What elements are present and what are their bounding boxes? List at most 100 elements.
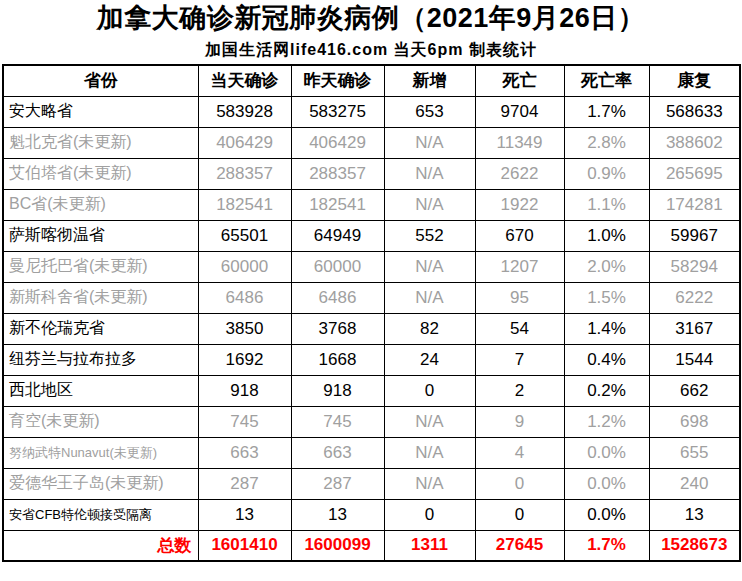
header-cell-1: 当天确诊 — [198, 65, 291, 96]
value-cell: N/A — [384, 282, 475, 313]
value-cell: 240 — [649, 468, 740, 499]
table-row: 安省CFB特伦顿接受隔离1313000.0%13 — [3, 499, 740, 530]
value-cell: 0.0% — [564, 468, 649, 499]
value-cell: 0 — [475, 499, 564, 530]
value-cell: 0.0% — [564, 437, 649, 468]
value-cell: 6486 — [198, 282, 291, 313]
table-row: 育空(未更新)745745N/A91.2%698 — [3, 406, 740, 437]
table-row: BC省(未更新)182541182541N/A19221.1%174281 — [3, 189, 740, 220]
province-cell: 曼尼托巴省(未更新) — [3, 251, 198, 282]
total-label-cell: 总数 — [3, 530, 198, 561]
value-cell: 11349 — [475, 127, 564, 158]
value-cell: 288357 — [291, 158, 384, 189]
table-row: 新不伦瑞克省3850376882541.4%3167 — [3, 313, 740, 344]
value-cell: 58294 — [649, 251, 740, 282]
value-cell: 4 — [475, 437, 564, 468]
table-body: 安大略省58392858327565397041.7%568633魁北克省(未更… — [3, 96, 740, 561]
province-cell: 新斯科舍省(未更新) — [3, 282, 198, 313]
value-cell: N/A — [384, 158, 475, 189]
value-cell: 552 — [384, 220, 475, 251]
value-cell: 1207 — [475, 251, 564, 282]
value-cell: N/A — [384, 468, 475, 499]
value-cell: 0 — [384, 499, 475, 530]
province-cell: 努纳武特Nunavut(未更新) — [3, 437, 198, 468]
value-cell: N/A — [384, 127, 475, 158]
table-row: 西北地区918918020.2%662 — [3, 375, 740, 406]
value-cell: 1.2% — [564, 406, 649, 437]
value-cell: 174281 — [649, 189, 740, 220]
table-row: 萨斯喀彻温省65501649495526701.0%59967 — [3, 220, 740, 251]
value-cell: N/A — [384, 189, 475, 220]
value-cell: 60000 — [291, 251, 384, 282]
value-cell: 698 — [649, 406, 740, 437]
value-cell: 60000 — [198, 251, 291, 282]
value-cell: 653 — [384, 96, 475, 127]
value-cell: 745 — [198, 406, 291, 437]
value-cell: 59967 — [649, 220, 740, 251]
value-cell: 82 — [384, 313, 475, 344]
value-cell: 1544 — [649, 344, 740, 375]
value-cell: 1.7% — [564, 530, 649, 561]
value-cell: 27645 — [475, 530, 564, 561]
value-cell: 1.5% — [564, 282, 649, 313]
value-cell: 64949 — [291, 220, 384, 251]
table-row: 爱德华王子岛(未更新)287287N/A00.0%240 — [3, 468, 740, 499]
value-cell: 288357 — [198, 158, 291, 189]
value-cell: 568633 — [649, 96, 740, 127]
page-subtitle: 加国生活网life416.com 当天6pm 制表统计 — [0, 41, 742, 59]
province-cell: BC省(未更新) — [3, 189, 198, 220]
value-cell: 24 — [384, 344, 475, 375]
total-row: 总数160141016000991311276451.7%1528673 — [3, 530, 740, 561]
value-cell: 655 — [649, 437, 740, 468]
province-cell: 育空(未更新) — [3, 406, 198, 437]
province-cell: 西北地区 — [3, 375, 198, 406]
value-cell: 1600099 — [291, 530, 384, 561]
value-cell: 6486 — [291, 282, 384, 313]
table-row: 努纳武特Nunavut(未更新)663663N/A40.0%655 — [3, 437, 740, 468]
province-cell: 萨斯喀彻温省 — [3, 220, 198, 251]
value-cell: 13 — [198, 499, 291, 530]
value-cell: 287 — [198, 468, 291, 499]
header-cell-5: 死亡率 — [564, 65, 649, 96]
value-cell: 265695 — [649, 158, 740, 189]
header-cell-0: 省份 — [3, 65, 198, 96]
table-row: 纽芬兰与拉布拉多169216682470.4%1544 — [3, 344, 740, 375]
value-cell: 287 — [291, 468, 384, 499]
value-cell: 1.0% — [564, 220, 649, 251]
value-cell: 0.4% — [564, 344, 649, 375]
value-cell: N/A — [384, 437, 475, 468]
value-cell: 0.0% — [564, 499, 649, 530]
value-cell: 3850 — [198, 313, 291, 344]
value-cell: 2622 — [475, 158, 564, 189]
value-cell: 0 — [384, 375, 475, 406]
value-cell: 1922 — [475, 189, 564, 220]
value-cell: 3167 — [649, 313, 740, 344]
table-row: 新斯科舍省(未更新)64866486N/A951.5%6222 — [3, 282, 740, 313]
value-cell: 1601410 — [198, 530, 291, 561]
header-cell-6: 康复 — [649, 65, 740, 96]
value-cell: 670 — [475, 220, 564, 251]
value-cell: 918 — [291, 375, 384, 406]
page-title: 加拿大确诊新冠肺炎病例（2021年9月26日） — [0, 3, 742, 34]
value-cell: 0.2% — [564, 375, 649, 406]
value-cell: 1692 — [198, 344, 291, 375]
value-cell: 663 — [198, 437, 291, 468]
province-cell: 安大略省 — [3, 96, 198, 127]
value-cell: 54 — [475, 313, 564, 344]
value-cell: 1.4% — [564, 313, 649, 344]
value-cell: 0.9% — [564, 158, 649, 189]
value-cell: 918 — [198, 375, 291, 406]
header-cell-3: 新增 — [384, 65, 475, 96]
value-cell: 745 — [291, 406, 384, 437]
value-cell: 1528673 — [649, 530, 740, 561]
table-row: 魁北克省(未更新)406429406429N/A113492.8%388602 — [3, 127, 740, 158]
value-cell: 2 — [475, 375, 564, 406]
header-row: 省份当天确诊昨天确诊新增死亡死亡率康复 — [3, 65, 740, 96]
value-cell: N/A — [384, 251, 475, 282]
covid-table: 省份当天确诊昨天确诊新增死亡死亡率康复 安大略省5839285832756539… — [2, 64, 741, 562]
value-cell: 13 — [291, 499, 384, 530]
table-row: 曼尼托巴省(未更新)6000060000N/A12072.0%58294 — [3, 251, 740, 282]
value-cell: 9704 — [475, 96, 564, 127]
value-cell: 662 — [649, 375, 740, 406]
value-cell: 406429 — [198, 127, 291, 158]
